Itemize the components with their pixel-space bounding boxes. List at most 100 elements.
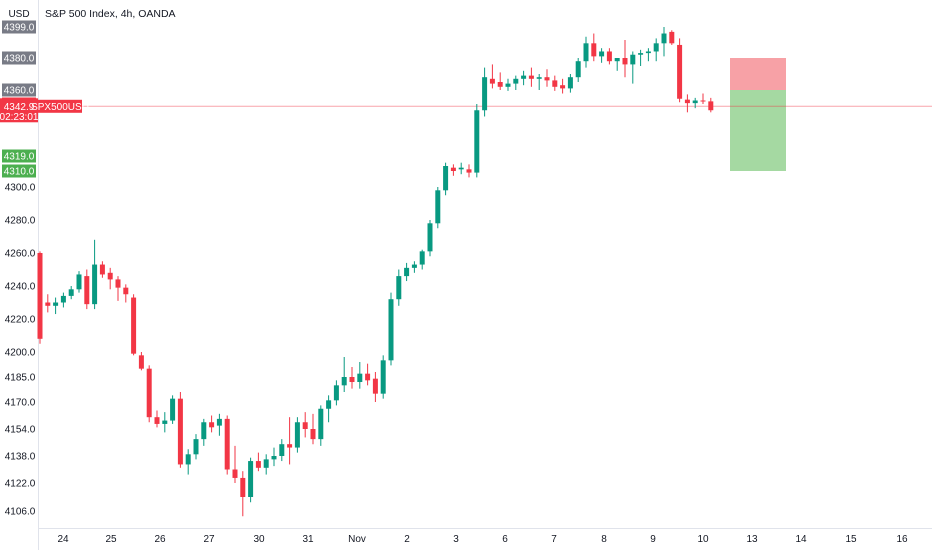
x-tick-label: 14 [795, 534, 807, 545]
price-tag-bg [2, 83, 36, 97]
y-tick-label: 4260.0 [5, 249, 36, 260]
y-tick-label: 4300.0 [5, 183, 36, 194]
y-tick-label: 4154.0 [5, 425, 36, 436]
candle-body [294, 422, 300, 448]
price-tag-label: 4310.0 [4, 167, 35, 178]
x-tick-label: 30 [253, 534, 265, 545]
candle-body [318, 408, 324, 440]
x-tick-label: 13 [746, 534, 758, 545]
candle-body [170, 398, 176, 421]
candle-body [521, 75, 527, 79]
x-tick-label: 2 [404, 534, 410, 545]
candle-body [630, 54, 636, 65]
candle-body [489, 78, 495, 84]
y-tick-label: 4170.0 [5, 398, 36, 409]
candle-body [614, 58, 620, 62]
y-tick-label: 4240.0 [5, 282, 36, 293]
candle-body [443, 166, 449, 191]
candle-body [700, 100, 706, 102]
candle-body [107, 272, 113, 280]
x-tick-label: 15 [845, 534, 857, 545]
candle-body [240, 477, 246, 497]
candle-body [544, 77, 550, 81]
candle-body [53, 302, 59, 306]
currency-label: USD [8, 9, 29, 20]
price-tag-label: 4380.0 [4, 54, 35, 65]
candle-body [271, 456, 277, 460]
countdown-label: 02:23:01 [0, 112, 39, 123]
candle-body [497, 82, 503, 87]
candle-body [669, 31, 675, 44]
candle-body [115, 279, 121, 288]
candle-body [99, 264, 105, 275]
price-tag-label: 4360.0 [4, 86, 35, 97]
x-tick-label: 10 [697, 534, 709, 545]
x-tick-label: 6 [502, 534, 508, 545]
candle-body [661, 33, 667, 44]
x-tick-label: 24 [57, 534, 69, 545]
candle-body [575, 61, 581, 78]
candle-body [458, 167, 464, 170]
candle-body [341, 377, 347, 386]
candle-body [692, 100, 698, 104]
candle-body [146, 368, 152, 418]
candle-body [326, 400, 332, 409]
candle-body [591, 43, 597, 57]
symbol-tag-bg [38, 99, 82, 113]
candle-body [427, 223, 433, 252]
candle-body [435, 190, 441, 224]
price-tag-bg [2, 149, 36, 163]
y-tick-label: 4220.0 [5, 315, 36, 326]
candle-body [552, 80, 558, 87]
candle-body [37, 253, 43, 339]
candle-body [638, 53, 644, 55]
candle-body [474, 110, 480, 173]
candle-body [333, 385, 339, 401]
last-price-label: 4342.9 [4, 102, 35, 113]
candle-body [708, 101, 714, 111]
chart-title: S&P 500 Index, 4h, OANDA [45, 8, 176, 20]
take-profit-zone [730, 90, 786, 171]
candle-body [528, 75, 534, 79]
candle-body [583, 43, 589, 62]
x-tick-label: 26 [154, 534, 166, 545]
candle-body [482, 77, 488, 111]
candle-body [84, 276, 90, 305]
candle-body [193, 439, 199, 455]
candle-body [248, 461, 254, 497]
candle-body [209, 422, 215, 428]
candle-body [606, 51, 612, 62]
candle-body [123, 287, 129, 295]
candle-body [138, 355, 144, 369]
candle-body [599, 51, 605, 57]
stop-loss-zone [730, 58, 786, 90]
candle-body [388, 299, 394, 361]
candle-body [76, 274, 82, 290]
price-tag-label: 4399.0 [4, 23, 35, 34]
candle-body [232, 469, 238, 478]
y-tick-label: 4200.0 [5, 348, 36, 359]
last-price-tag-bg [0, 98, 38, 123]
candle-body [177, 398, 183, 465]
x-tick-label: 7 [551, 534, 557, 545]
candle-body [645, 51, 651, 54]
candle-body [365, 373, 371, 381]
candle-body [653, 43, 659, 52]
candle-body [154, 417, 160, 424]
candle-body [466, 169, 472, 173]
price-tag-bg [2, 164, 36, 178]
candle-body [279, 444, 285, 456]
candle-body [162, 420, 168, 424]
x-tick-label: 9 [650, 534, 656, 545]
candle-body [349, 377, 355, 382]
candle-body [216, 418, 222, 426]
x-tick-label: 25 [105, 534, 117, 545]
candle-body [404, 267, 410, 277]
price-tag-label: 4319.0 [4, 152, 35, 163]
x-tick-label: Nov [348, 534, 366, 545]
x-tick-label: 3 [453, 534, 459, 545]
price-tag-bg [2, 51, 36, 65]
candle-body [536, 77, 542, 79]
